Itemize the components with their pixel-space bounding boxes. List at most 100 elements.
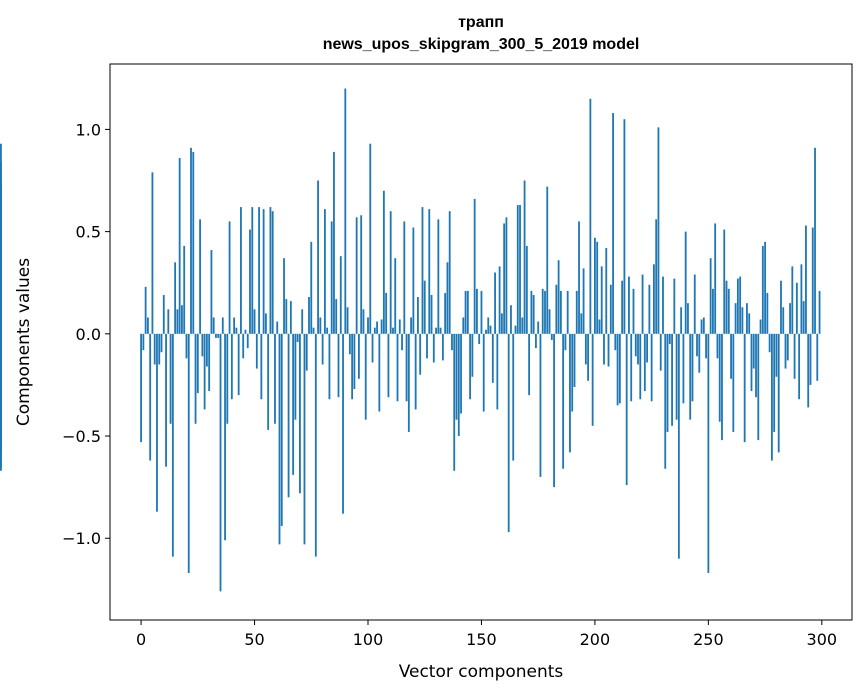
bar [233, 317, 236, 334]
bar [544, 290, 546, 334]
bar [616, 333, 619, 406]
bar [741, 307, 744, 334]
bar [777, 333, 780, 453]
bar [621, 280, 624, 334]
bar [594, 237, 596, 334]
bar [632, 288, 635, 334]
bar [321, 333, 324, 365]
bar [258, 207, 260, 334]
chart-subtitle: news_upos_skipgram_300_5_2019 model [322, 36, 640, 53]
bar [462, 317, 465, 334]
bar [351, 333, 354, 400]
bar [650, 333, 653, 402]
bar [369, 143, 372, 334]
bar [437, 219, 440, 334]
bar [802, 301, 805, 334]
bar [251, 207, 254, 334]
y-tick-label: −1.0 [62, 529, 101, 548]
bar [725, 280, 728, 334]
bar [755, 333, 757, 398]
bar [712, 288, 714, 334]
bar [217, 333, 220, 338]
bar [360, 215, 363, 334]
bar [607, 333, 610, 367]
bar [299, 333, 301, 494]
bar [0, 290, 2, 334]
bar [798, 333, 801, 400]
y-axis-ticks: −1.0 −0.5 0.0 0.5 1.0 [62, 120, 110, 548]
bar [677, 333, 680, 559]
bar [201, 333, 204, 357]
bar [444, 292, 447, 334]
bar [571, 333, 574, 412]
bar [305, 333, 308, 371]
bar [780, 280, 782, 334]
bar [748, 313, 751, 334]
bar [473, 198, 476, 334]
bar [419, 333, 422, 375]
bar [249, 229, 251, 334]
bar [496, 333, 499, 410]
bar [330, 221, 333, 334]
bar [746, 303, 748, 334]
bar [260, 333, 263, 400]
bar [176, 309, 179, 334]
bar [641, 274, 644, 334]
bar [696, 333, 698, 357]
bar [564, 333, 567, 351]
bar [673, 278, 676, 334]
bar [280, 333, 283, 526]
bar [637, 333, 639, 365]
bar [203, 333, 206, 410]
bar [532, 294, 535, 334]
bar [371, 333, 374, 363]
bar [505, 217, 508, 334]
bar [807, 333, 810, 408]
bar [761, 245, 764, 334]
bar [573, 333, 576, 387]
bar [587, 333, 590, 381]
bar [480, 290, 483, 334]
bar [432, 333, 435, 363]
bar [519, 205, 521, 334]
bar [342, 333, 344, 514]
bar [507, 333, 510, 533]
bar [335, 299, 338, 334]
bar [226, 333, 229, 424]
bar [503, 223, 506, 334]
bar [537, 321, 540, 334]
bar [739, 276, 742, 334]
bar [301, 309, 304, 334]
bar [228, 221, 231, 334]
bar [308, 297, 310, 334]
bar [167, 309, 170, 334]
bar [705, 333, 708, 359]
bar [727, 288, 730, 334]
bar [267, 333, 270, 430]
bar [482, 333, 485, 412]
bar [466, 290, 469, 334]
bar [793, 333, 796, 379]
bar [555, 284, 558, 334]
y-axis-label: Components values [14, 258, 34, 426]
bar [775, 333, 778, 377]
bar [716, 333, 719, 359]
bar [734, 303, 737, 334]
bar [171, 333, 174, 557]
bar [546, 186, 549, 334]
bar [691, 333, 694, 402]
bar [426, 333, 428, 359]
bar [0, 241, 2, 334]
bar [494, 272, 496, 334]
bar [348, 333, 351, 355]
bar [752, 333, 755, 369]
bar [662, 276, 664, 334]
x-tick-label: 300 [807, 630, 838, 649]
bar [582, 268, 585, 334]
bar [339, 256, 342, 334]
bar [0, 317, 2, 334]
bar [190, 147, 192, 334]
bar [303, 333, 306, 545]
bar [457, 333, 460, 437]
x-tick-label: 100 [353, 630, 384, 649]
